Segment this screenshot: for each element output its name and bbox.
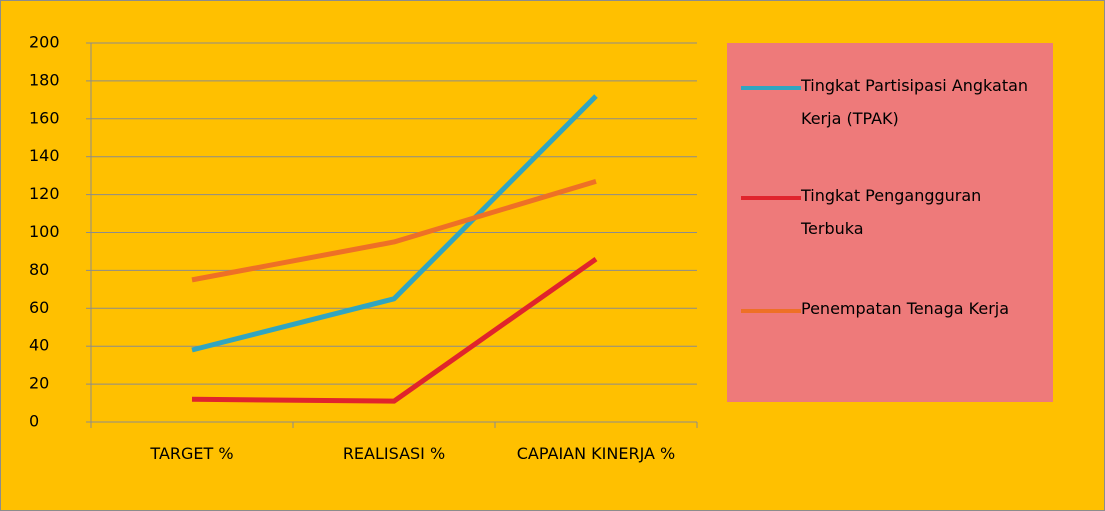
series-line	[191, 178, 597, 283]
legend-label: Penempatan Tenaga Kerja	[801, 299, 1010, 318]
y-tick-label: 160	[29, 108, 60, 127]
y-tick-label: 200	[29, 33, 60, 52]
y-tick-label: 180	[29, 70, 60, 89]
y-tick-label: 40	[29, 336, 49, 355]
y-tick-label: 140	[29, 146, 60, 165]
x-tick-label: REALISASI %	[342, 444, 446, 463]
legend: Tingkat Partisipasi Angkatan Kerja (TPAK…	[727, 43, 1053, 402]
y-tick-label: 20	[29, 374, 49, 393]
series-line	[191, 256, 598, 404]
y-tick-label: 100	[29, 222, 60, 241]
legend-label: Tingkat Partisipasi Angkatan Kerja (TPAK…	[801, 76, 1029, 128]
y-tick-label: 120	[29, 184, 60, 203]
legend-label: Tingkat Pengangguran Terbuka	[801, 186, 982, 238]
series-line	[191, 94, 598, 353]
x-tick-label: CAPAIAN KINERJA %	[516, 444, 676, 463]
legend-swatch	[741, 86, 801, 90]
legend-swatch	[741, 309, 801, 313]
legend-swatch	[741, 196, 801, 200]
y-tick-label: 0	[29, 412, 39, 431]
y-tick-label: 60	[29, 298, 49, 317]
y-tick-label: 80	[29, 260, 49, 279]
x-tick-label: TARGET %	[150, 444, 234, 463]
